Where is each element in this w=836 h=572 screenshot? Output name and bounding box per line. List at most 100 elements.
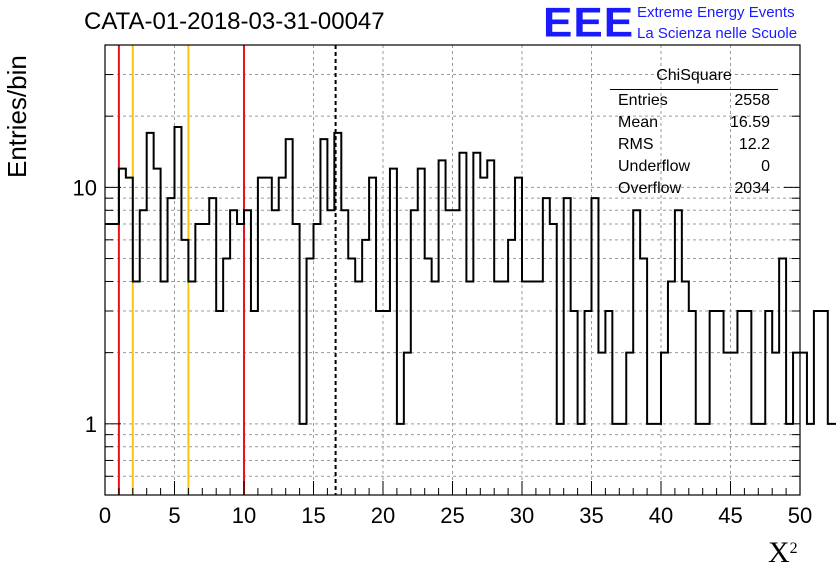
histogram-bin <box>251 311 258 495</box>
x-axis-label: X2 <box>768 536 798 569</box>
histogram-bin <box>772 353 779 495</box>
x-tick-label: 45 <box>718 503 742 528</box>
histogram-bin <box>626 353 633 495</box>
stats-title-rule <box>610 89 778 90</box>
histogram-bin <box>216 311 223 495</box>
x-tick-label: 0 <box>99 503 111 528</box>
histogram-bin <box>181 240 188 495</box>
stat-row-overflow: Overflow 2034 <box>618 180 778 202</box>
histogram-bin <box>592 198 599 495</box>
x-tick-label: 10 <box>232 503 256 528</box>
histogram-bin <box>529 281 536 495</box>
histogram-bin <box>564 198 571 495</box>
eee-logo: EEE <box>543 0 634 48</box>
histogram-bin <box>140 210 147 495</box>
histogram-bin <box>807 424 814 495</box>
histogram-bin <box>355 281 362 495</box>
histogram-bin <box>369 178 376 495</box>
eee-logo-mark: EEE <box>543 0 635 46</box>
histogram-bin <box>828 424 835 495</box>
histogram-bin <box>585 311 592 495</box>
histogram-bin <box>307 259 314 495</box>
histogram-bin <box>598 353 605 495</box>
histogram-bin <box>543 198 550 495</box>
x-tick-label: 20 <box>371 503 395 528</box>
histogram-outline <box>105 126 836 425</box>
histogram-bin <box>612 424 619 495</box>
x-tick-label: 40 <box>649 503 673 528</box>
stat-row-mean: Mean 16.59 <box>618 114 778 136</box>
histogram-bin <box>133 281 140 495</box>
histogram-bin <box>327 210 334 495</box>
histogram-bin <box>821 311 828 495</box>
stat-name: Mean <box>618 114 659 131</box>
histogram-bin <box>161 281 168 495</box>
histogram-bin <box>418 169 425 495</box>
histogram-bin <box>390 169 397 495</box>
x-tick-label: 50 <box>788 503 812 528</box>
histogram-bin <box>453 210 460 495</box>
histogram-bin <box>578 424 585 495</box>
histogram-bin <box>237 224 244 495</box>
stat-name: Entries <box>618 92 668 109</box>
histogram-bin <box>800 353 807 495</box>
histogram-bin <box>411 210 418 495</box>
histogram-bin <box>703 424 710 495</box>
histogram-bin <box>522 281 529 495</box>
histogram-bin <box>717 311 724 495</box>
histogram-bin <box>751 424 758 495</box>
stat-value: 0 <box>761 158 770 175</box>
stat-value: 12.2 <box>738 136 770 153</box>
histogram-bin <box>320 139 327 495</box>
histogram-bin <box>508 240 515 495</box>
histogram-bin <box>550 224 557 495</box>
histogram-bin <box>640 259 647 495</box>
histogram-bin <box>779 259 786 495</box>
histogram-bin <box>341 210 348 495</box>
histogram-bin <box>696 424 703 495</box>
histogram-bin <box>202 224 209 495</box>
stat-row-rms: RMS 12.2 <box>618 136 778 158</box>
y-tick-label: 10 <box>73 175 97 200</box>
histogram-bin <box>647 424 654 495</box>
histogram-bin <box>571 311 578 495</box>
histogram-bin <box>758 424 765 495</box>
histogram-bin <box>376 311 383 495</box>
histogram-bin <box>439 160 446 495</box>
histogram-bin <box>675 210 682 495</box>
histogram-bin <box>126 178 133 495</box>
histogram-bin <box>425 259 432 495</box>
histogram-bin <box>154 169 161 495</box>
histogram-bin <box>710 311 717 495</box>
histogram-bin <box>466 281 473 495</box>
histogram-bin <box>168 198 175 495</box>
histogram-bin <box>286 139 293 495</box>
histogram-bin <box>619 424 626 495</box>
stat-name: RMS <box>618 136 654 153</box>
histogram-bin <box>223 259 230 495</box>
histogram-bin <box>536 281 543 495</box>
histogram-bin <box>432 281 439 495</box>
histogram-bin <box>293 224 300 495</box>
histogram-bin <box>105 224 112 495</box>
histogram-bin <box>731 353 738 495</box>
histogram-bin <box>334 133 341 495</box>
histogram-bin <box>314 224 321 495</box>
histogram-bin <box>487 160 494 495</box>
histogram-bin <box>265 178 272 495</box>
x-tick-label: 35 <box>579 503 603 528</box>
histogram-bin <box>633 210 640 495</box>
histogram-bin <box>272 210 279 495</box>
histogram-bin <box>383 311 390 495</box>
histogram-bin <box>446 210 453 495</box>
x-tick-label: 30 <box>510 503 534 528</box>
histogram-bin <box>279 178 286 495</box>
histogram-bin <box>258 178 265 495</box>
histogram-bin <box>605 311 612 495</box>
histogram-bin <box>737 311 744 495</box>
stat-name: Overflow <box>618 180 682 197</box>
histogram-bin <box>480 178 487 495</box>
histogram-bin <box>494 281 501 495</box>
chart-title: CATA-01-2018-03-31-00047 <box>84 8 385 35</box>
histogram-bin <box>459 153 466 495</box>
